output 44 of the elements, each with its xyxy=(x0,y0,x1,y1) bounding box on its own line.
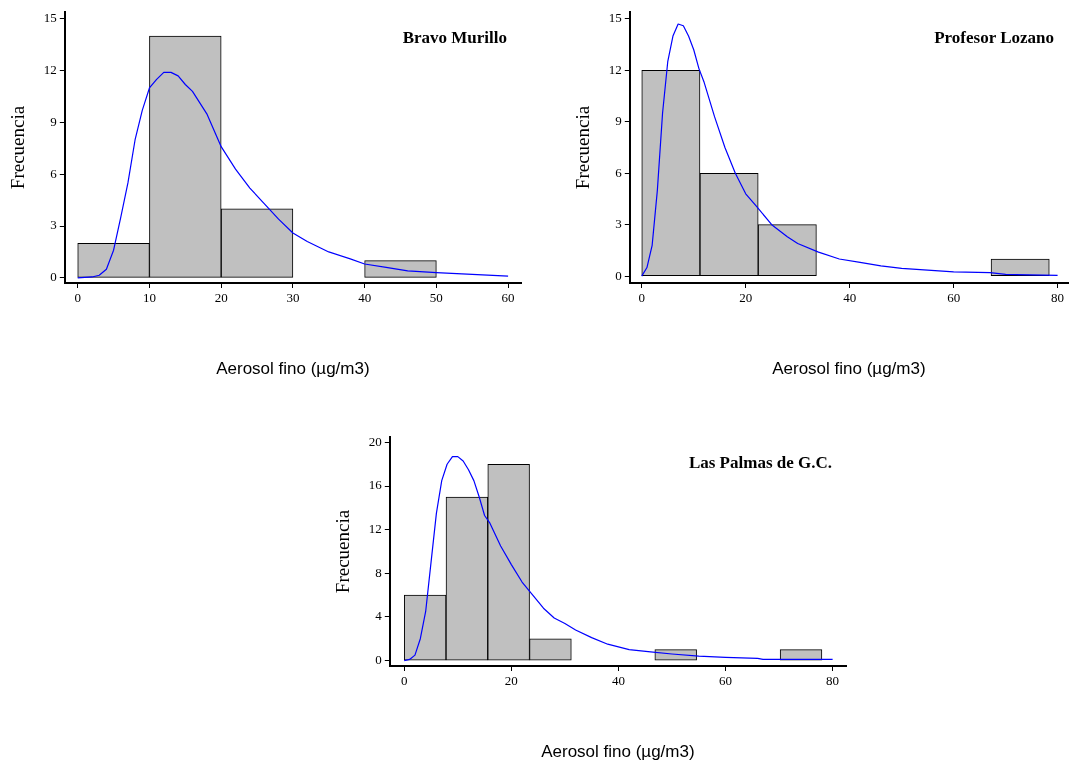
y-tick-label: 3 xyxy=(615,216,622,232)
y-axis-title: Frecuencia xyxy=(7,105,29,190)
x-tick-label: 10 xyxy=(142,290,156,306)
x-tick-label: 80 xyxy=(1051,290,1065,306)
x-tick-label: 40 xyxy=(611,673,625,689)
y-tick-label: 12 xyxy=(368,521,382,537)
x-axis-title: Aerosol fino (µg/m3) xyxy=(216,359,370,379)
text: Profesor Lozano xyxy=(934,27,1054,47)
text: Bravo Murillo xyxy=(402,27,507,47)
y-tick-label: 0 xyxy=(615,267,622,283)
x-tick-label: 40 xyxy=(843,290,857,306)
x-tick-label: 0 xyxy=(401,673,408,689)
y-tick-label: 12 xyxy=(608,61,622,77)
y-tick-label: 8 xyxy=(375,564,382,580)
text: Las Palmas de G.C. xyxy=(688,452,832,472)
y-axis-title: Frecuencia xyxy=(332,509,354,594)
y-tick-label: 0 xyxy=(375,651,382,667)
x-tick-label: 0 xyxy=(638,290,646,306)
y-tick-label: 9 xyxy=(615,113,622,129)
y-tick-label: 3 xyxy=(50,217,57,233)
y-tick-label: 4 xyxy=(375,608,383,624)
x-tick-label: 20 xyxy=(504,673,518,689)
x-tick-label: 80 xyxy=(826,673,840,689)
x-tick-label: 30 xyxy=(286,290,300,306)
x-axis-title: Aerosol fino (µg/m3) xyxy=(541,742,695,762)
y-tick-label: 16 xyxy=(368,477,383,493)
x-axis-title: Aerosol fino (µg/m3) xyxy=(772,359,926,379)
y-tick-label: 15 xyxy=(608,10,622,26)
y-tick-label: 9 xyxy=(50,113,57,129)
x-tick-label: 60 xyxy=(947,290,961,306)
y-tick-label: 15 xyxy=(43,10,57,26)
x-tick-label: 40 xyxy=(358,290,372,306)
x-tick-label: 20 xyxy=(739,290,753,306)
y-tick-label: 12 xyxy=(43,62,57,78)
x-tick-label: 50 xyxy=(429,290,443,306)
y-axis-title: Frecuencia xyxy=(572,105,594,190)
x-tick-label: 20 xyxy=(214,290,228,306)
y-tick-label: 20 xyxy=(368,433,382,449)
y-tick-label: 6 xyxy=(615,164,623,180)
x-tick-label: 60 xyxy=(501,290,515,306)
x-tick-label: 60 xyxy=(719,673,733,689)
x-tick-label: 0 xyxy=(74,290,81,306)
y-tick-label: 0 xyxy=(50,269,57,285)
y-tick-label: 6 xyxy=(50,165,58,181)
